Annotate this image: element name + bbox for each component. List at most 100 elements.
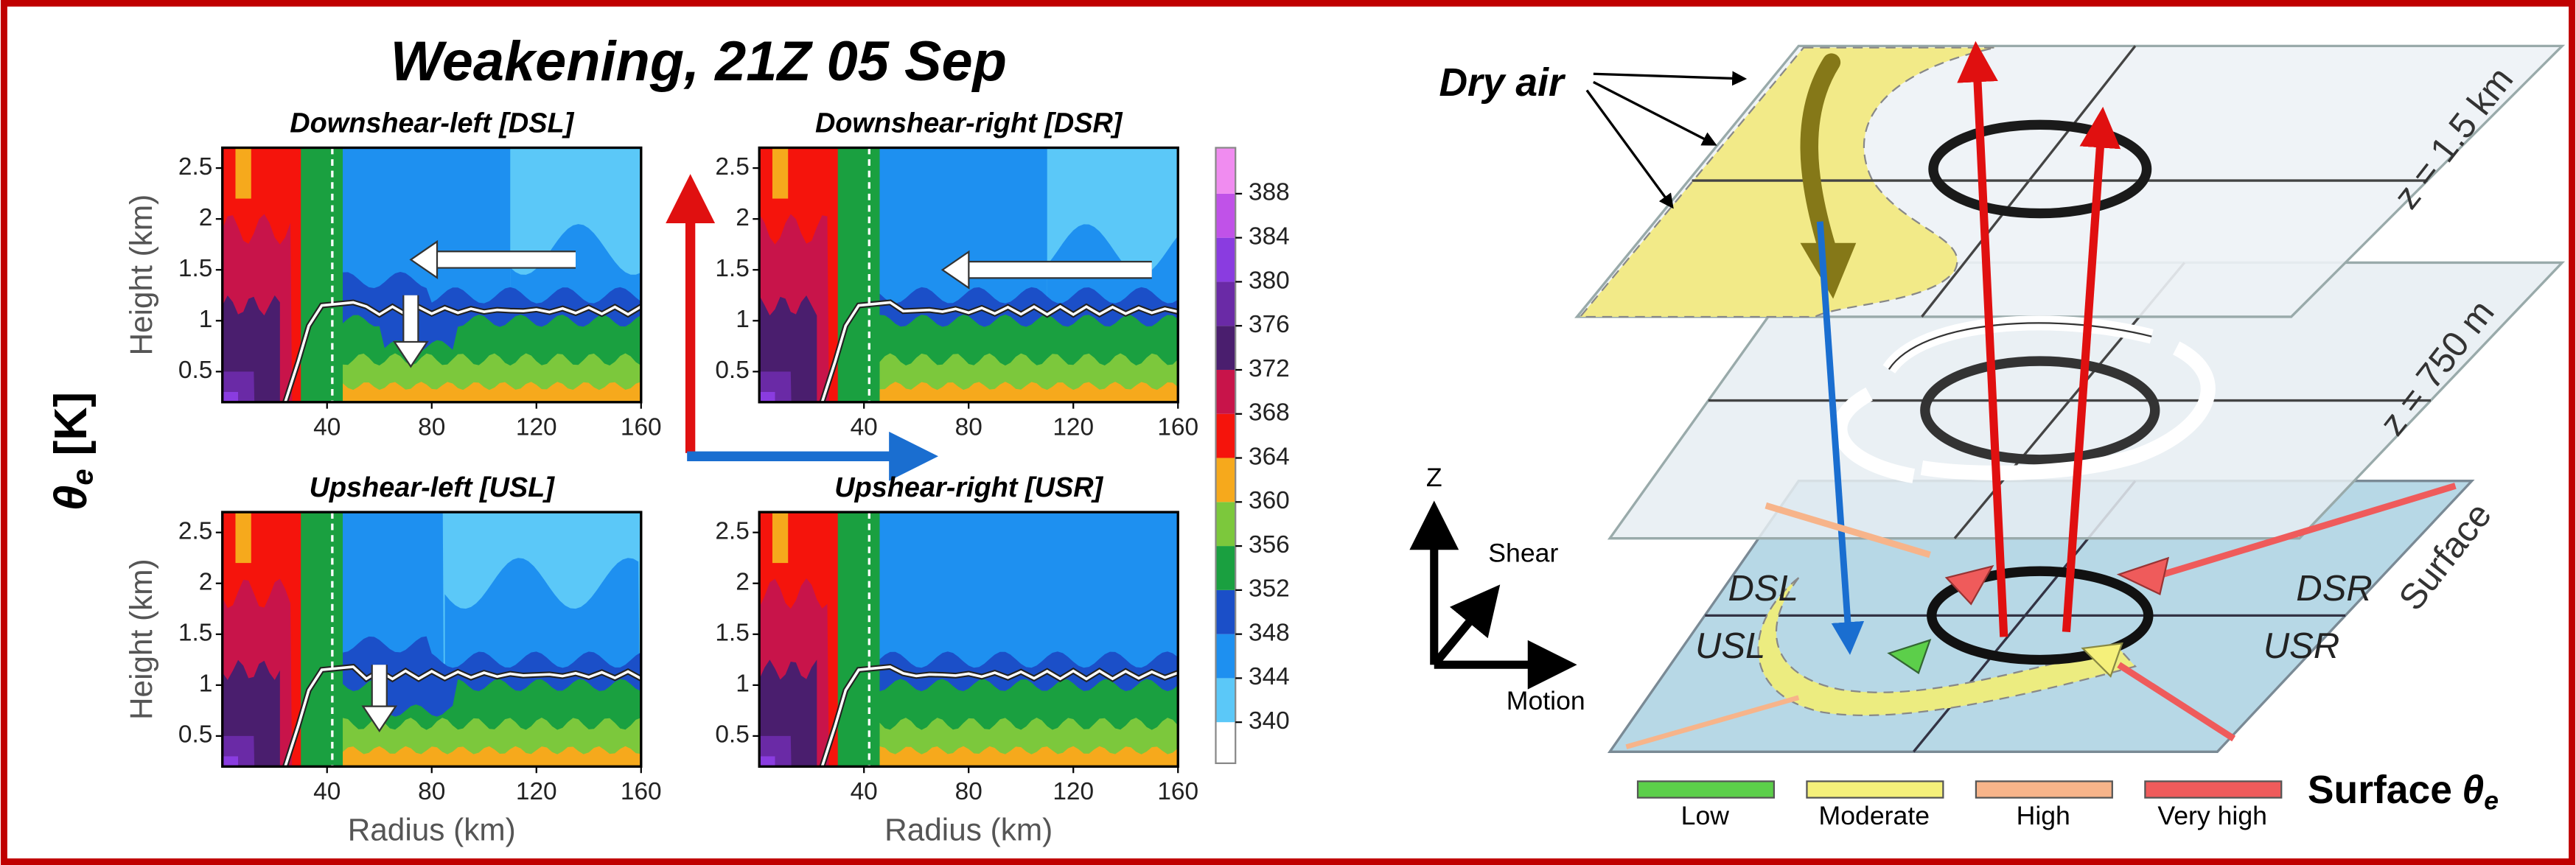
subscript: e (2484, 786, 2499, 816)
pointer (1594, 82, 1715, 144)
y-tick-label: 2.5 (178, 153, 212, 181)
text: Surface (2308, 768, 2452, 812)
axis-label: Shear (1488, 538, 1558, 567)
colorbar-band (1215, 414, 1235, 458)
legend-swatch (1807, 781, 1943, 797)
quadrant-label: DSR (2296, 569, 2372, 609)
main-title: Weakening, 21Z 05 Sep (391, 30, 1007, 93)
y-tick-label: 1.5 (715, 620, 749, 647)
contour-fill (235, 147, 251, 198)
legend-label: Very high (2157, 801, 2267, 830)
x-tick-label: 80 (418, 778, 445, 805)
x-tick-label: 160 (621, 778, 662, 805)
y-tick-label: 2 (736, 569, 750, 596)
y-tick-label: 2.5 (178, 517, 212, 544)
contour-fill (759, 392, 775, 504)
y-tick-label: 2 (199, 204, 213, 231)
colorbar-band (1215, 678, 1235, 722)
legend-swatch (1638, 781, 1774, 797)
colorbar-band (1215, 147, 1235, 193)
x-tick-label: 120 (1053, 778, 1094, 805)
axis-label: Motion (1507, 686, 1585, 715)
x-tick-label: 80 (955, 413, 982, 441)
panel-title: Downshear-right [DSR] (815, 108, 1123, 139)
legend-swatch (1976, 781, 2112, 797)
contour-fill (223, 736, 256, 865)
y-tick-label: 0.5 (178, 721, 212, 749)
page: { "title": "Weakening, 21Z 05 Sep", "col… (0, 0, 2576, 865)
panels: Downshear-left [DSL] 0.5 1 1.5 2 2.5 40 80 120 16… (124, 46, 1198, 865)
x-tick-label: 160 (621, 413, 662, 441)
contour-fill (772, 147, 788, 198)
pointer (1594, 74, 1745, 79)
legend-label: Low (1681, 801, 1730, 830)
quadrant-label: USL (1695, 626, 1765, 666)
y-axis-label: Height (km) (124, 195, 158, 356)
colorbar-band (1215, 634, 1235, 679)
colorbar-label: θe [K] (46, 392, 99, 511)
axis-shear (1434, 591, 1495, 665)
symbol: θ (46, 486, 97, 511)
y-tick-label: 0.5 (715, 721, 749, 749)
contour-fill (223, 371, 256, 504)
y-tick-label: 1.5 (178, 255, 212, 282)
x-tick-label: 120 (1053, 413, 1094, 441)
colorbar-tick-label: 380 (1249, 267, 1290, 294)
colorbar-tick-label: 376 (1249, 311, 1290, 338)
x-tick-label: 120 (516, 413, 557, 441)
x-tick-label: 40 (851, 778, 878, 805)
contour-fill (223, 757, 238, 865)
y-tick-label: 1 (199, 670, 213, 698)
y-tick-label: 1 (736, 670, 750, 698)
colorbar-tick-label: 356 (1249, 531, 1290, 558)
y-tick-label: 1.5 (178, 620, 212, 647)
contour-fill (772, 512, 788, 563)
colorbar-tick-label: 364 (1249, 443, 1290, 470)
colorbar-tick-label: 344 (1249, 663, 1290, 690)
colorbar-band (1215, 326, 1235, 370)
y-tick-label: 1 (736, 306, 750, 333)
x-tick-label: 40 (313, 778, 341, 805)
contour-fill (338, 746, 641, 865)
dry-air-label: Dry air (1439, 61, 1566, 105)
x-tick-label: 160 (1157, 413, 1198, 441)
x-axis-label: Radius (km) (348, 813, 516, 847)
panel-title: Downshear-left [DSL] (290, 108, 574, 139)
x-axis-label: Radius (km) (884, 813, 1053, 847)
legend-label: High (2017, 801, 2070, 830)
x-tick-label: 120 (516, 778, 557, 805)
colorbar-band (1215, 238, 1235, 282)
contour-fill (759, 371, 793, 504)
x-tick-label: 160 (1157, 778, 1198, 805)
colorbar-band (1215, 281, 1235, 326)
unit: [K] (46, 392, 97, 456)
y-tick-label: 2.5 (715, 517, 749, 544)
x-tick-label: 80 (418, 413, 445, 441)
quadrant-label: DSL (1728, 569, 1798, 609)
colorbar-band (1215, 370, 1235, 414)
contour-fill (759, 736, 793, 865)
colorbar-tick-label: 348 (1249, 619, 1290, 646)
colorbar-band (1215, 194, 1235, 238)
subscript: e (66, 469, 99, 485)
colorbar-band (1215, 590, 1235, 634)
colorbar-band (1215, 546, 1235, 590)
pointer (1587, 91, 1672, 207)
colorbar-band (1215, 502, 1235, 546)
colorbar-tick-label: 372 (1249, 355, 1290, 382)
figure: Weakening, 21Z 05 Sep θe[K] Downshear-le… (0, 0, 2576, 865)
contour-fill (235, 512, 251, 563)
panel-title: Upshear-right [USR] (834, 472, 1103, 503)
colorbar-tick-label: 384 (1249, 223, 1290, 250)
legend-swatch (2145, 781, 2281, 797)
contour-fill (874, 746, 1178, 865)
y-tick-label: 0.5 (715, 357, 749, 384)
y-tick-label: 2.5 (715, 153, 749, 181)
y-tick-label: 2 (199, 569, 213, 596)
y-tick-label: 2 (736, 204, 750, 231)
colorbar-band (1215, 722, 1235, 763)
colorbar-tick-label: 340 (1249, 707, 1290, 735)
y-tick-label: 1 (199, 306, 213, 333)
y-tick-label: 1.5 (715, 255, 749, 282)
